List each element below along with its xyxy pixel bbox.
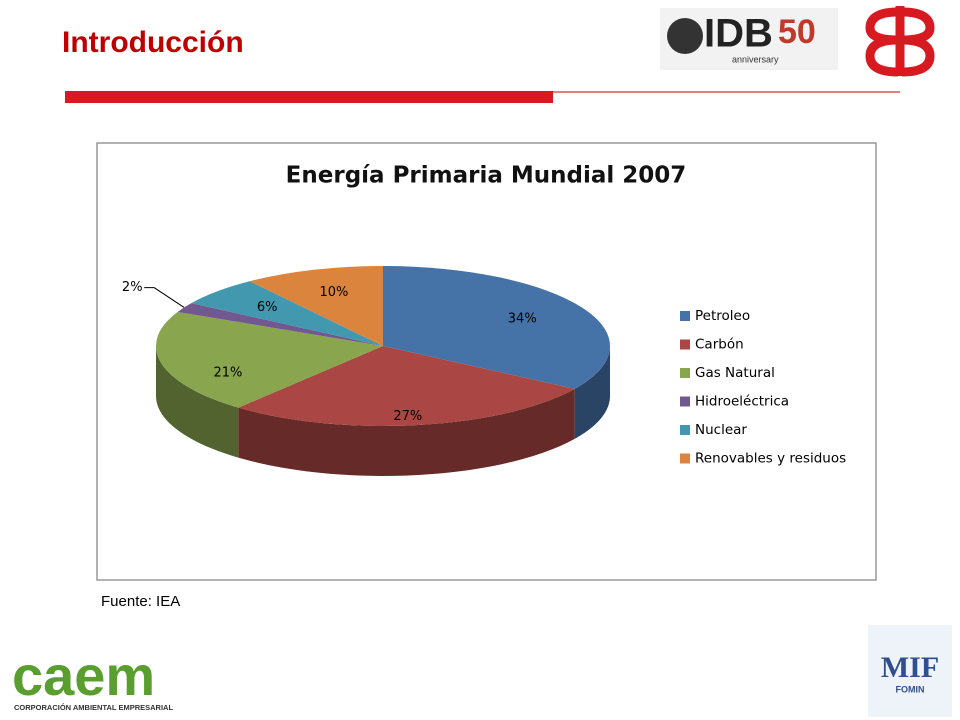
legend-label: Carbón	[695, 337, 744, 353]
legend-swatch	[680, 339, 690, 350]
idb-tagline: anniversary	[732, 54, 779, 64]
legend-label: Petroleo	[695, 308, 750, 324]
caem-tagline: CORPORACIÓN AMBIENTAL EMPRESARIAL	[14, 703, 173, 712]
caem-logo: caem	[12, 644, 155, 707]
mif-logo-bg	[868, 625, 952, 717]
idb-logo: IDB	[704, 12, 773, 56]
slice-side	[574, 346, 610, 439]
leader-line	[144, 287, 185, 308]
source-note: Fuente: IEA	[101, 593, 180, 610]
mif-logo: MIF	[881, 651, 939, 684]
slice-side	[238, 388, 575, 476]
idb-fifty: 50	[778, 13, 816, 51]
ornament-logo	[865, 6, 935, 77]
slice	[177, 303, 383, 346]
slice	[191, 281, 383, 346]
header-bar	[65, 91, 553, 103]
legend-label: Nuclear	[695, 422, 747, 438]
data-label: 34%	[508, 312, 537, 327]
data-label: 10%	[319, 285, 348, 300]
legend-label: Renovables y residuos	[695, 451, 846, 467]
slide-title: Introducción	[62, 26, 244, 59]
data-label: 2%	[122, 280, 143, 295]
legend-label: Hidroeléctrica	[695, 394, 789, 410]
legend-swatch	[680, 311, 690, 321]
idb-globe	[667, 18, 703, 54]
slice-side	[156, 346, 239, 458]
legend-swatch	[680, 368, 690, 378]
data-label: 6%	[257, 300, 278, 315]
slice	[383, 266, 610, 389]
data-label: 21%	[213, 366, 242, 381]
pie-plot: 34% 27% 21% 2% 6% 10% Petroleo Carbón Gas Natura…	[122, 266, 846, 476]
chart-title: Energía Primaria Mundial 2007	[286, 163, 687, 189]
fomin-logo: FOMIN	[896, 684, 925, 694]
slice	[249, 266, 383, 346]
legend-swatch	[680, 453, 690, 464]
slice	[156, 311, 383, 408]
legend-swatch	[680, 425, 690, 435]
legend-label: Gas Natural	[695, 365, 775, 381]
legend-swatch	[680, 396, 690, 407]
data-label: 27%	[393, 409, 422, 424]
slice	[238, 346, 575, 426]
